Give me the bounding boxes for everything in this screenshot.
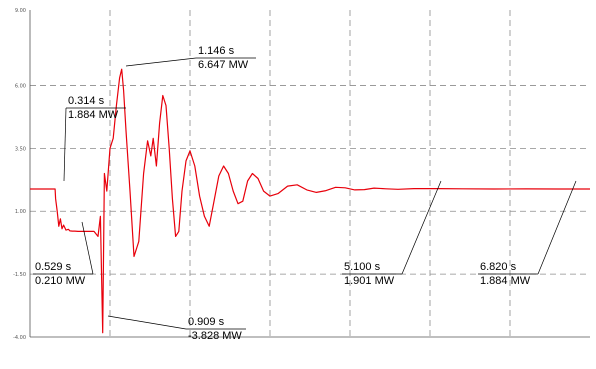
y-tick-label: 1.00 bbox=[15, 209, 26, 215]
annotation-leader bbox=[107, 315, 187, 330]
annotation-value: 1.884 MW bbox=[480, 275, 531, 287]
y-tick-label: -1.50 bbox=[13, 272, 26, 278]
y-tick-label: 9.00 bbox=[15, 8, 26, 14]
annotation-value: 1.901 MW bbox=[344, 275, 395, 287]
annotation-leader bbox=[537, 180, 577, 275]
annotation-value: 6.647 MW bbox=[198, 59, 249, 71]
y-tick-label: -4.00 bbox=[13, 335, 26, 341]
annotation-value: -3.828 MW bbox=[188, 330, 242, 342]
annotation-time: 6.820 s bbox=[480, 261, 517, 273]
y-tick-labels: -4.00 -1.50 1.00 3.50 6.00 9.00 bbox=[13, 8, 26, 341]
y-tick-label: 6.00 bbox=[15, 83, 26, 89]
series-layer bbox=[30, 68, 590, 334]
power-series-line bbox=[30, 68, 590, 334]
annotation-leader bbox=[401, 180, 442, 275]
annotation-leader bbox=[63, 107, 67, 182]
annotations: 0.314 s 1.884 MW 0.529 s 0.210 MW 0.909 s -3.… bbox=[33, 45, 577, 342]
annotation-leader bbox=[81, 221, 94, 275]
grid bbox=[29, 10, 590, 338]
annotation-value: 0.210 MW bbox=[35, 275, 86, 287]
annotation-time: 5.100 s bbox=[344, 261, 381, 273]
annotation-value: 1.884 MW bbox=[68, 109, 119, 121]
y-tick-label: 3.50 bbox=[15, 146, 26, 152]
annotation-time: 0.529 s bbox=[35, 261, 72, 273]
annotation-leader bbox=[125, 57, 197, 67]
annotation-time: 0.909 s bbox=[188, 316, 225, 328]
annotation-time: 0.314 s bbox=[68, 95, 105, 107]
annotation-time: 1.146 s bbox=[198, 45, 235, 57]
